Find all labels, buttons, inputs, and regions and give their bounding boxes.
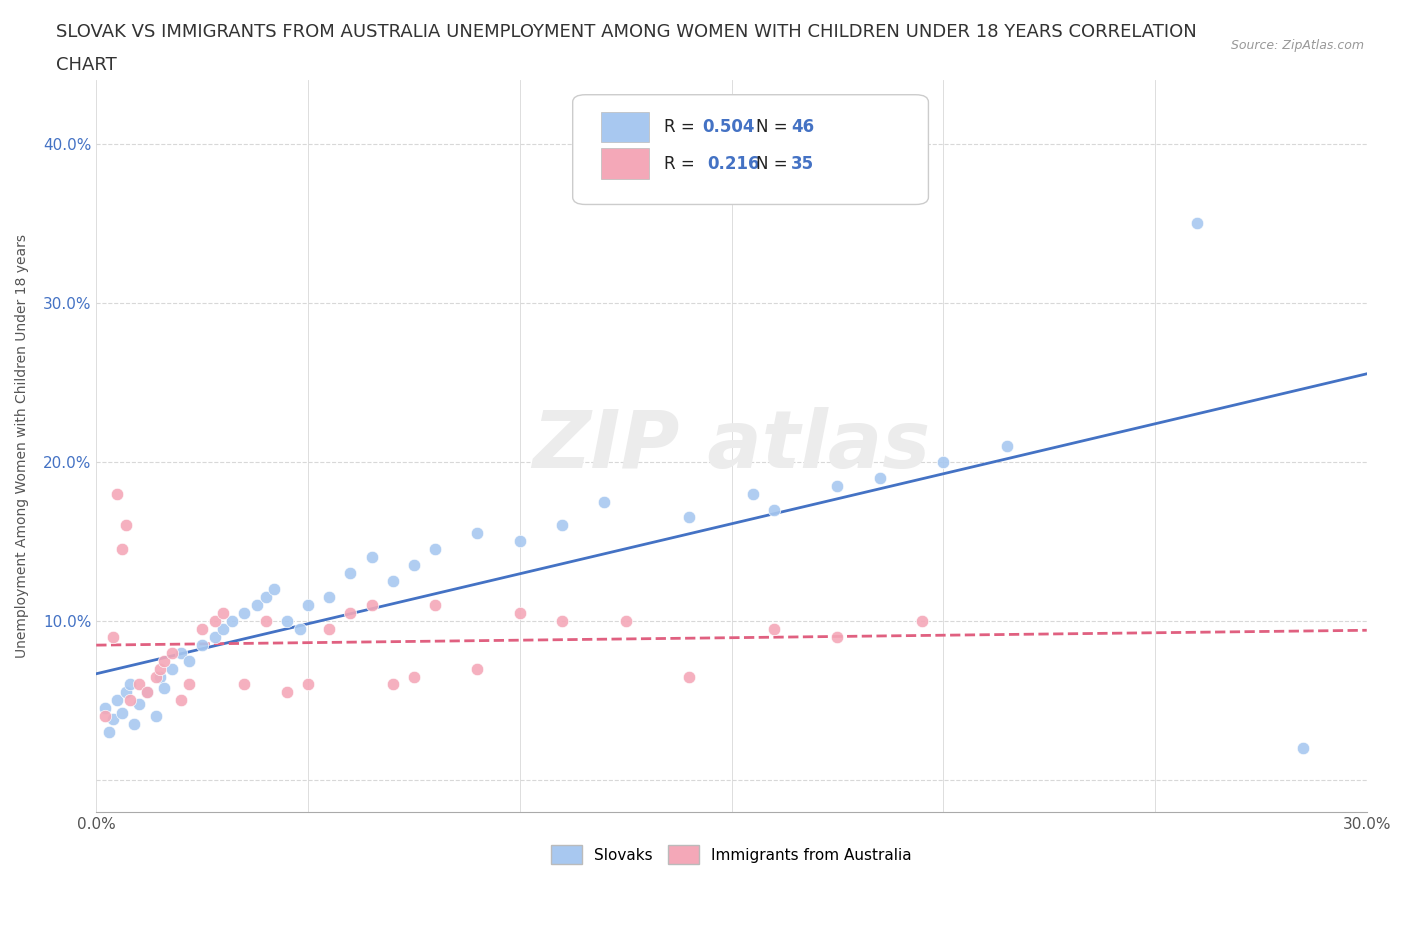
Text: N =: N = [755,118,793,136]
Text: 0.216: 0.216 [707,154,759,172]
Point [1292,740,1315,755]
Point [103,630,125,644]
Point [381,677,404,692]
Point [246,597,269,612]
Point [145,669,167,684]
Text: N =: N = [755,154,793,172]
Point [762,621,785,636]
Point [593,494,616,509]
Point [93,701,115,716]
Point [869,471,891,485]
Point [678,510,700,525]
Point [233,677,256,692]
Point [233,605,256,620]
Point [276,614,298,629]
Point [318,621,340,636]
Point [136,685,159,700]
Point [297,677,319,692]
Point [107,486,129,501]
Point [339,565,361,580]
Point [115,518,138,533]
Point [128,677,150,692]
Y-axis label: Unemployment Among Women with Children Under 18 years: Unemployment Among Women with Children U… [15,233,30,658]
Point [614,614,637,629]
Point [204,614,226,629]
Point [1187,216,1209,231]
Point [360,550,382,565]
Point [467,661,489,676]
Point [191,637,214,652]
Point [145,709,167,724]
FancyBboxPatch shape [572,95,928,205]
Point [212,605,235,620]
Point [221,614,243,629]
Point [297,597,319,612]
Point [97,724,120,739]
Point [111,706,134,721]
Point [381,574,404,589]
Point [124,717,146,732]
Point [136,685,159,700]
Point [339,605,361,620]
Point [204,630,226,644]
Point [191,621,214,636]
Point [360,597,382,612]
Point [170,645,193,660]
Point [402,669,425,684]
Text: 35: 35 [792,154,814,172]
Point [179,677,201,692]
Point [254,614,277,629]
Point [551,614,574,629]
Point [115,685,138,700]
Point [827,478,849,493]
Text: SLOVAK VS IMMIGRANTS FROM AUSTRALIA UNEMPLOYMENT AMONG WOMEN WITH CHILDREN UNDER: SLOVAK VS IMMIGRANTS FROM AUSTRALIA UNEM… [56,23,1197,41]
Point [107,693,129,708]
Point [153,653,176,668]
Point [402,558,425,573]
Point [111,542,134,557]
Point [288,621,311,636]
Point [162,645,184,660]
Point [423,597,446,612]
Point [93,709,115,724]
Point [263,581,285,596]
Point [276,685,298,700]
Point [762,502,785,517]
Legend: Slovaks, Immigrants from Australia: Slovaks, Immigrants from Australia [546,839,918,870]
Point [179,653,201,668]
Point [318,590,340,604]
Point [254,590,277,604]
Text: 0.504: 0.504 [702,118,755,136]
Point [162,661,184,676]
Point [170,693,193,708]
FancyBboxPatch shape [600,112,650,142]
Point [212,621,235,636]
Text: 46: 46 [792,118,814,136]
Point [149,661,172,676]
Point [153,680,176,695]
Text: CHART: CHART [56,56,117,73]
Text: R =: R = [664,154,706,172]
Point [827,630,849,644]
FancyBboxPatch shape [600,148,650,179]
Point [932,455,955,470]
Point [678,669,700,684]
Point [467,526,489,541]
Point [128,696,150,711]
Text: Source: ZipAtlas.com: Source: ZipAtlas.com [1230,39,1364,52]
Text: R =: R = [664,118,700,136]
Point [509,534,531,549]
Point [149,669,172,684]
Point [120,677,142,692]
Point [509,605,531,620]
Point [911,614,934,629]
Point [423,542,446,557]
Point [995,438,1018,453]
Point [120,693,142,708]
Point [551,518,574,533]
Point [103,712,125,727]
Point [741,486,763,501]
Text: ZIP atlas: ZIP atlas [533,407,931,485]
